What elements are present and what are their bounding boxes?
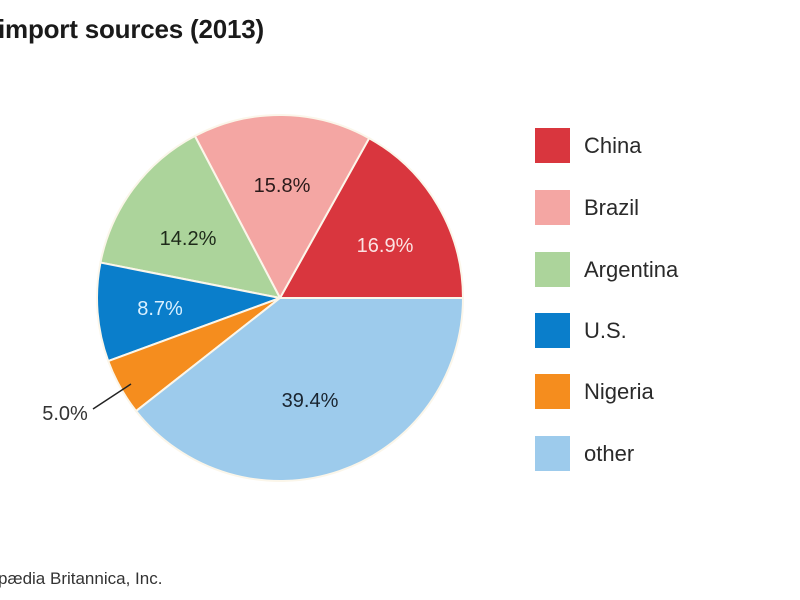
pie-slice-other bbox=[134, 297, 465, 483]
legend-item-brazil: Brazil bbox=[535, 190, 775, 225]
pie-slice-brazil bbox=[193, 114, 371, 301]
legend-swatch-other bbox=[535, 436, 570, 471]
legend-item-other: other bbox=[535, 436, 775, 471]
slice-label-brazil: 15.8% bbox=[254, 175, 311, 197]
legend-swatch-argentina bbox=[535, 252, 570, 287]
slice-label-other: 39.4% bbox=[282, 390, 339, 412]
legend-swatch-us bbox=[535, 313, 570, 348]
slice-label-argentina: 14.2% bbox=[160, 228, 217, 250]
pie-slice-argentina bbox=[99, 134, 282, 300]
pie-slices bbox=[96, 114, 465, 483]
legend-swatch-brazil bbox=[535, 190, 570, 225]
pie-slice-china bbox=[278, 136, 465, 299]
legend-swatch-nigeria bbox=[535, 374, 570, 409]
nigeria-leader-line bbox=[92, 383, 132, 410]
legend-label-china: China bbox=[584, 132, 642, 158]
legend-label-brazil: Brazil bbox=[584, 194, 640, 220]
legend-swatch-china bbox=[535, 128, 570, 163]
legend-label-argentina: Argentina bbox=[584, 256, 679, 282]
copyright-credit: pædia Britannica, Inc. bbox=[0, 569, 163, 588]
legend-label-us: U.S. bbox=[584, 317, 627, 343]
legend-item-nigeria: Nigeria bbox=[535, 374, 775, 409]
slice-label-nigeria: 5.0% bbox=[42, 403, 88, 425]
slice-label-us: 8.7% bbox=[137, 298, 183, 320]
legend-item-argentina: Argentina bbox=[535, 252, 775, 287]
pie-slice-us bbox=[96, 261, 284, 363]
legend-label-other: other bbox=[584, 440, 635, 466]
legend-item-us: U.S. bbox=[535, 313, 775, 348]
legend-label-nigeria: Nigeria bbox=[584, 378, 654, 404]
legend-item-china: China bbox=[535, 128, 775, 163]
chart-title: import sources (2013) bbox=[0, 14, 265, 44]
slice-label-china: 16.9% bbox=[357, 235, 414, 257]
